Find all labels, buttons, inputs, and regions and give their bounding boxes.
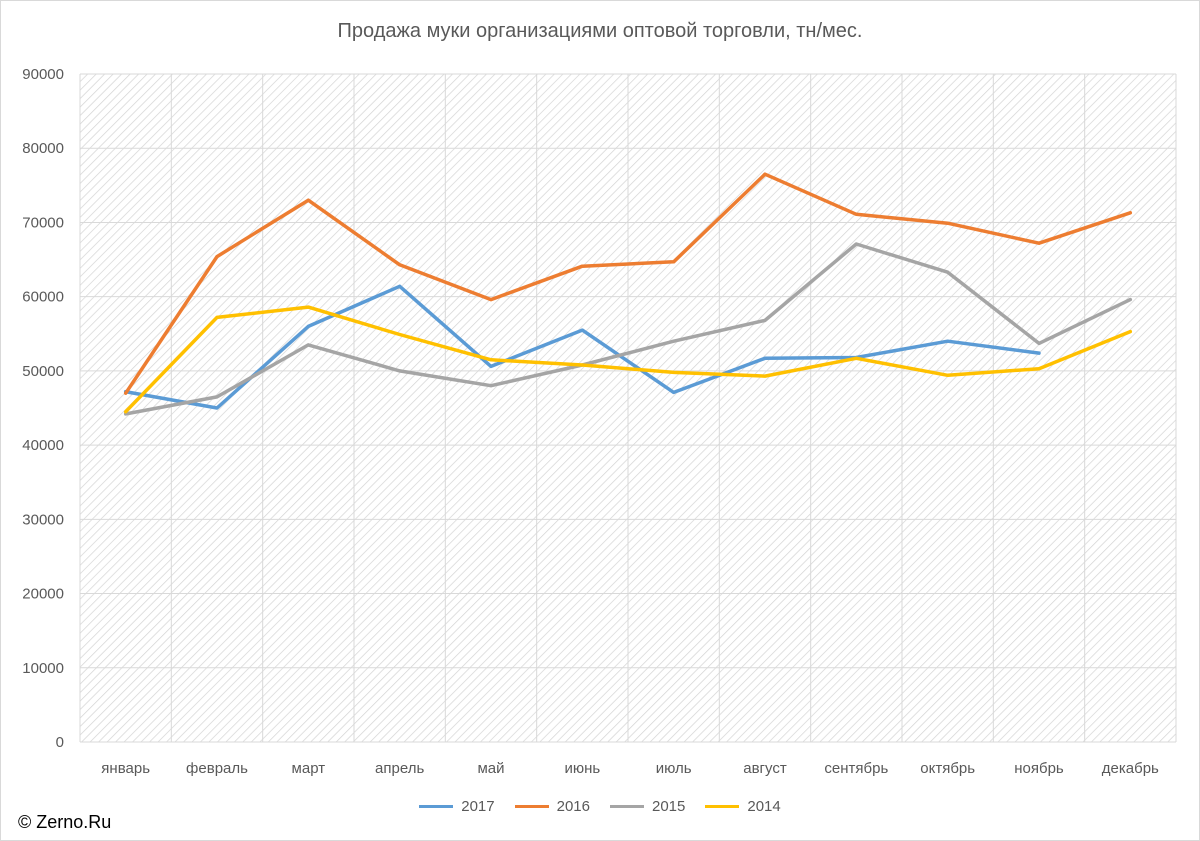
legend-swatch	[514, 805, 549, 808]
data-point-2016	[215, 255, 219, 259]
watermark: © Zerno.Ru	[18, 812, 112, 832]
y-tick-label: 40000	[22, 437, 64, 454]
data-point-2017	[580, 328, 584, 332]
data-point-2014	[854, 356, 858, 360]
data-point-2014	[672, 370, 676, 374]
x-tick-label: февраль	[186, 760, 248, 777]
x-tick-label: сентябрь	[824, 760, 888, 777]
x-tick-label: ноябрь	[1014, 760, 1064, 777]
legend-swatch	[610, 805, 644, 808]
data-point-2014	[489, 358, 493, 362]
data-point-2017	[398, 284, 402, 288]
x-tick-label: июль	[656, 760, 692, 777]
data-point-2015	[306, 343, 310, 347]
data-point-2016	[489, 298, 493, 302]
y-tick-label: 80000	[22, 140, 64, 157]
x-tick-label: июнь	[564, 760, 600, 777]
x-tick-label: август	[743, 760, 787, 777]
data-point-2014	[306, 305, 310, 309]
data-point-2015	[854, 242, 858, 246]
legend-item-2017: 2017	[419, 798, 495, 815]
legend-label: 2014	[747, 798, 781, 815]
y-tick-label: 90000	[22, 66, 64, 83]
x-tick-label: май	[477, 760, 504, 777]
y-tick-label: 70000	[22, 214, 64, 231]
series-line-2015	[123, 242, 1133, 416]
data-point-2016	[398, 263, 402, 267]
y-axis: 0 10000 20000 30000 40000 50000 60000 70000 8000…	[22, 66, 64, 751]
data-point-2015	[215, 395, 219, 399]
x-axis: январь февраль март апрель май июнь июль август…	[101, 760, 1159, 777]
legend-swatch	[419, 805, 454, 808]
data-point-2016	[854, 212, 858, 216]
gridlines	[79, 73, 1177, 743]
chart-title: Продажа муки организациями оптовой торго…	[337, 20, 863, 42]
data-point-2016	[946, 221, 950, 225]
data-point-2016	[306, 198, 310, 202]
y-tick-label: 20000	[22, 586, 64, 603]
x-tick-label: март	[292, 760, 326, 777]
data-point-2014	[1128, 330, 1132, 334]
legend-label: 2015	[652, 798, 686, 815]
legend-label: 2017	[461, 798, 495, 815]
data-point-2015	[398, 369, 402, 373]
legend-item-2014: 2014	[705, 798, 781, 815]
x-tick-label: апрель	[375, 760, 424, 777]
x-tick-label: октябрь	[920, 760, 975, 777]
legend-swatch	[705, 805, 740, 808]
series-lines	[123, 172, 1133, 416]
data-point-2014	[763, 374, 767, 378]
data-point-2014	[215, 315, 219, 319]
series-line-2016	[123, 172, 1133, 395]
y-tick-label: 50000	[22, 363, 64, 380]
data-point-2017	[763, 356, 767, 360]
legend-item-2015: 2015	[610, 798, 685, 815]
data-point-2015	[672, 339, 676, 343]
data-point-2014	[398, 333, 402, 337]
legend: 2017 2016 2015 2014	[0, 798, 1200, 815]
x-tick-label: январь	[101, 760, 150, 777]
y-tick-label: 0	[56, 734, 64, 751]
y-tick-label: 60000	[22, 289, 64, 306]
data-point-2016	[1037, 241, 1041, 245]
data-point-2016	[763, 172, 767, 176]
x-tick-label: декабрь	[1102, 760, 1159, 777]
y-tick-label: 30000	[22, 511, 64, 528]
data-point-2017	[215, 406, 219, 410]
data-point-2015	[489, 384, 493, 388]
data-point-2015	[1128, 298, 1132, 302]
data-point-2014	[946, 373, 950, 377]
data-point-2016	[1128, 211, 1132, 215]
data-point-2015	[763, 318, 767, 322]
data-point-2017	[946, 339, 950, 343]
data-point-2017	[672, 390, 676, 394]
data-point-2015	[946, 270, 950, 274]
legend-label: 2016	[556, 798, 590, 815]
data-point-2016	[124, 391, 128, 395]
data-point-2016	[672, 260, 676, 264]
data-point-2014	[580, 363, 584, 367]
data-point-2017	[1037, 351, 1041, 355]
legend-item-2016: 2016	[514, 798, 590, 815]
series-line-2014	[123, 305, 1133, 414]
data-point-2017	[489, 364, 493, 368]
y-tick-label: 10000	[22, 660, 64, 677]
data-point-2016	[580, 264, 584, 268]
data-point-2015	[1037, 341, 1041, 345]
data-point-2017	[306, 324, 310, 328]
data-point-2014	[1037, 367, 1041, 371]
data-point-2014	[124, 410, 128, 414]
